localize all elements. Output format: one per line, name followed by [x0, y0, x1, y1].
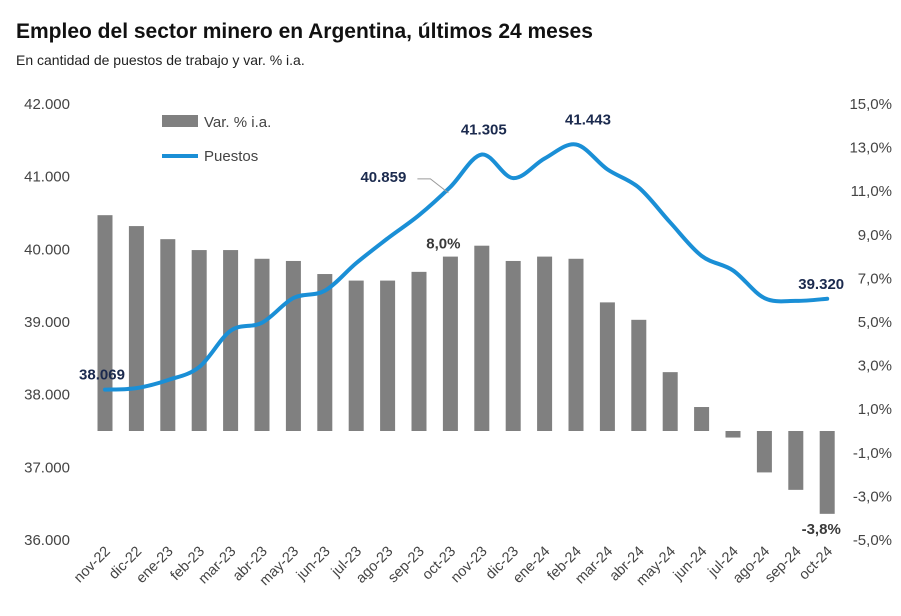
y-right-tick: -1,0% — [853, 445, 892, 462]
bar-ene-23 — [160, 239, 176, 431]
data-label-puestos-nov-23: 41.305 — [461, 122, 507, 139]
bar-abr-23 — [254, 258, 270, 431]
y-right-tick: 11,0% — [851, 183, 892, 200]
legend-swatch-var — [162, 115, 198, 127]
bar-abr-24 — [631, 319, 647, 431]
x-tick-nov-23: nov-23 — [448, 544, 491, 587]
y-left-tick: 41.000 — [24, 169, 70, 186]
data-label-puestos-feb-24: 41.443 — [565, 111, 611, 128]
data-label-var-oct-24: -3,8% — [802, 521, 841, 538]
bar-sep-23 — [411, 271, 427, 431]
x-tick-sep-24: sep-24 — [762, 544, 805, 587]
x-tick-sep-23: sep-23 — [385, 544, 428, 587]
y-right-tick: 9,0% — [858, 227, 892, 244]
bar-mar-23 — [223, 250, 239, 431]
bar-mar-24 — [599, 302, 615, 431]
x-tick-jun-23: jun-23 — [293, 544, 334, 585]
data-label-var-oct-23: 8,0% — [426, 236, 460, 253]
bar-oct-24 — [819, 431, 835, 514]
y-right-tick: 5,0% — [858, 314, 892, 331]
bar-jul-24 — [725, 431, 741, 438]
bar-feb-24 — [568, 258, 584, 431]
y-right-tick: 1,0% — [858, 401, 892, 418]
y-left-tick: 42.000 — [24, 96, 70, 113]
y-left-tick: 40.000 — [24, 241, 70, 258]
y-right-tick: 3,0% — [858, 358, 892, 375]
bar-ene-24 — [537, 256, 553, 431]
bar-may-23 — [285, 260, 301, 431]
y-right-tick: -3,0% — [853, 488, 892, 505]
x-tick-oct-24: oct-24 — [796, 544, 836, 584]
bar-jun-24 — [694, 407, 710, 431]
data-label-puestos-oct-23: 40.859 — [360, 169, 406, 186]
bar-dic-23 — [505, 260, 521, 431]
x-tick-nov-22: nov-22 — [71, 544, 114, 587]
bar-jul-23 — [348, 280, 364, 431]
data-label-puestos-nov-22: 38.069 — [79, 367, 125, 384]
y-left-tick: 37.000 — [24, 459, 70, 476]
y-right-tick: 7,0% — [858, 270, 892, 287]
y-right-tick: 13,0% — [849, 140, 892, 157]
bar-may-24 — [662, 372, 678, 431]
legend-label-puestos: Puestos — [204, 148, 258, 165]
legend-label-var: Var. % i.a. — [204, 114, 271, 131]
y-left-tick: 39.000 — [24, 314, 70, 331]
series-line-puestos — [103, 142, 830, 392]
bar-ago-24 — [756, 431, 772, 473]
y-right-tick: -5,0% — [853, 532, 892, 549]
bar-dic-22 — [128, 226, 144, 431]
y-right-tick: 15,0% — [849, 96, 892, 113]
bar-jun-23 — [317, 274, 333, 431]
bar-nov-23 — [474, 245, 490, 431]
bar-feb-23 — [191, 250, 207, 431]
bar-oct-23 — [442, 256, 458, 431]
leader-line-oct-23 — [417, 178, 449, 194]
bar-sep-24 — [788, 431, 804, 490]
bar-nov-22 — [97, 215, 113, 431]
x-tick-jun-24: jun-24 — [670, 544, 711, 585]
data-label-puestos-oct-24: 39.320 — [798, 276, 844, 293]
y-left-tick: 38.000 — [24, 387, 70, 404]
y-left-tick: 36.000 — [24, 532, 70, 549]
chart-title: Empleo del sector minero en Argentina, ú… — [16, 20, 593, 43]
chart-subtitle: En cantidad de puestos de trabajo y var.… — [16, 52, 305, 68]
bar-ago-23 — [380, 280, 396, 431]
